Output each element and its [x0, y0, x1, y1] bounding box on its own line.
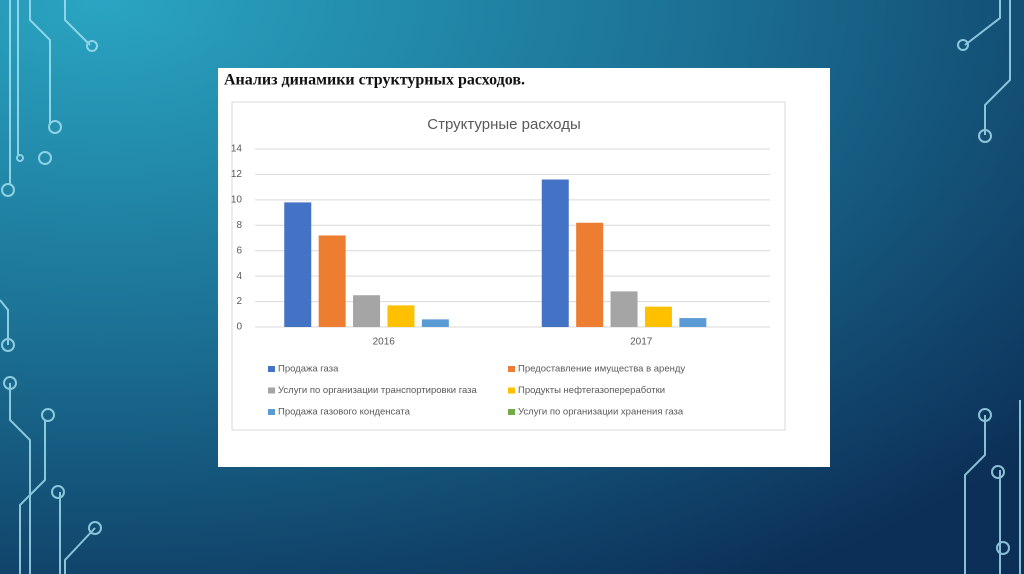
bar	[284, 202, 312, 327]
bar	[318, 235, 346, 327]
y-tick-label: 0	[236, 322, 242, 333]
heading: Анализ динамики структурных расходов.	[224, 72, 525, 89]
bar	[421, 319, 449, 327]
y-tick-label: 4	[236, 271, 242, 282]
chart-title: Структурные расходы	[427, 116, 580, 133]
y-tick-label: 2	[236, 296, 242, 307]
bar	[576, 222, 604, 327]
legend-swatch	[268, 366, 275, 372]
legend-label: Продукты нефтегазопереработки	[518, 385, 665, 396]
bar	[644, 306, 672, 327]
y-tick-label: 6	[236, 245, 242, 256]
legend-label: Предоставление имущества в аренду	[518, 364, 685, 375]
y-tick-label: 8	[236, 220, 242, 231]
legend-swatch	[268, 409, 275, 415]
bar	[387, 305, 415, 327]
bar	[679, 318, 707, 327]
chart-frame	[231, 101, 786, 431]
bar	[541, 179, 569, 327]
y-tick-label: 10	[231, 194, 243, 205]
legend-swatch	[508, 366, 515, 372]
x-tick-label: 2017	[630, 337, 653, 348]
y-tick-label: 14	[231, 144, 243, 155]
bar	[610, 291, 638, 327]
y-tick-label: 12	[231, 169, 243, 180]
legend-label: Продажа газового конденсата	[278, 407, 411, 418]
legend-swatch	[508, 409, 515, 415]
legend-label: Услуги по организации хранения газа	[518, 407, 684, 418]
legend-label: Продажа газа	[278, 364, 339, 375]
bar	[353, 295, 381, 327]
legend-swatch	[268, 387, 275, 394]
legend-swatch	[508, 387, 515, 394]
x-tick-label: 2016	[373, 337, 396, 348]
legend-label: Услуги по организации транспортировки га…	[278, 385, 477, 396]
